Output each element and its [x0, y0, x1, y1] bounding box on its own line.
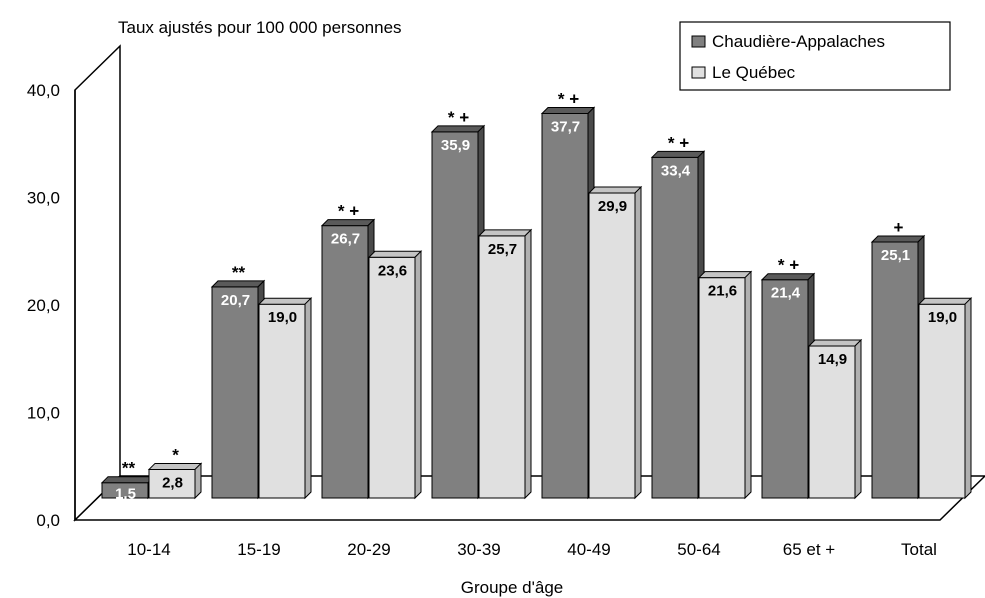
- bar-side: [634, 185, 642, 500]
- significance-mark: +: [894, 218, 904, 237]
- bar-front: [808, 345, 856, 499]
- bar-front: [918, 303, 966, 499]
- significance-mark: *: [172, 445, 179, 464]
- bar-value-label: 21,6: [708, 283, 737, 300]
- bar-value-label: 23,6: [378, 262, 407, 279]
- bar-front: [258, 303, 306, 499]
- x-tick-label: 50-64: [677, 540, 720, 559]
- bar-top: [587, 186, 643, 194]
- bar-20-29-1: 23,6: [367, 250, 423, 500]
- x-tick-label: 15-19: [237, 540, 280, 559]
- x-tick-label: 20-29: [347, 540, 390, 559]
- bar-value-label: 26,7: [331, 231, 360, 248]
- x-axis-ticks: 10-14 15-19 20-29 30-39 40-49 50-64 65 et + Tot…: [127, 540, 937, 559]
- bar-side: [304, 296, 312, 500]
- bar-value-label: 2,8: [162, 474, 183, 491]
- bar-value-label: 29,9: [598, 198, 627, 215]
- bar-front: [211, 286, 259, 499]
- bar-65 et +-1: 14,9: [807, 338, 863, 500]
- y-axis-ticks: 0,0 10,0 20,0 30,0 40,0: [27, 81, 60, 530]
- bar-value-label: 25,7: [488, 241, 517, 258]
- bar-50-64-0: 33,4 * +: [650, 133, 706, 500]
- bar-value-label: 14,9: [818, 351, 847, 368]
- bars: 1,5 ** 2,8 * 20,7 ** 19,0 26,7 * + 23,6 35,9 * + 25,…: [100, 89, 973, 503]
- y-tick-label: 0,0: [36, 511, 60, 530]
- bar-Total-0: 25,1 +: [870, 218, 926, 500]
- significance-mark: * +: [778, 256, 799, 275]
- bar-top: [917, 297, 973, 305]
- y-tick-label: 20,0: [27, 296, 60, 315]
- bar-value-label: 33,4: [661, 162, 691, 179]
- bar-value-label: 21,4: [771, 285, 801, 302]
- bar-40-49-0: 37,7 * +: [540, 89, 596, 500]
- bar-side: [194, 462, 202, 500]
- bar-side: [854, 338, 862, 500]
- bar-30-39-0: 35,9 * +: [430, 108, 486, 500]
- bar-value-label: 37,7: [551, 118, 580, 135]
- bar-40-49-1: 29,9: [587, 185, 643, 500]
- bar-front: [321, 225, 369, 499]
- x-tick-label: 40-49: [567, 540, 610, 559]
- significance-mark: * +: [558, 89, 579, 108]
- legend-box: [679, 21, 951, 91]
- bar-side: [414, 250, 422, 500]
- bar-15-19-1: 19,0: [257, 296, 313, 500]
- significance-mark: * +: [448, 108, 469, 127]
- x-tick-label: Total: [901, 540, 937, 559]
- significance-mark: **: [122, 459, 136, 478]
- legend: Chaudière-Appalaches Le Québec: [679, 21, 951, 91]
- bar-15-19-0: 20,7 **: [210, 263, 266, 500]
- bar-side: [524, 228, 532, 500]
- legend-label-quebec: Le Québec: [712, 63, 796, 82]
- bar-front: [431, 131, 479, 499]
- bar-front: [651, 156, 699, 499]
- bar-front: [761, 279, 809, 499]
- bar-value-label: 35,9: [441, 137, 470, 154]
- legend-swatch-chaudiere: [691, 35, 706, 48]
- bar-10-14-1: 2,8 *: [147, 445, 203, 500]
- y-axis-title: Taux ajustés pour 100 000 personnes: [118, 18, 402, 37]
- y-tick-label: 10,0: [27, 404, 60, 423]
- bar-top: [257, 297, 313, 305]
- bar-side: [744, 270, 752, 500]
- bar-Total-1: 19,0: [917, 296, 973, 500]
- bar-front: [871, 241, 919, 499]
- bar-side: [964, 296, 972, 500]
- x-tick-label: 30-39: [457, 540, 500, 559]
- bar-top: [807, 339, 863, 347]
- legend-swatch-quebec: [691, 66, 706, 79]
- bar-value-label: 19,0: [268, 309, 297, 326]
- y-tick-label: 40,0: [27, 81, 60, 100]
- significance-mark: * +: [338, 202, 359, 221]
- bar-top: [477, 229, 533, 237]
- bar-front: [541, 112, 589, 499]
- x-tick-label: 10-14: [127, 540, 170, 559]
- bar-30-39-1: 25,7: [477, 228, 533, 500]
- bar-top: [367, 250, 423, 258]
- back-wall: [74, 44, 121, 522]
- bar-top: [697, 271, 753, 279]
- significance-mark: * +: [668, 133, 689, 152]
- bar-front: [368, 256, 416, 499]
- legend-label-chaudiere: Chaudière-Appalaches: [712, 32, 885, 51]
- bar-front: [698, 277, 746, 499]
- y-tick-label: 30,0: [27, 189, 60, 208]
- bar-value-label: 20,7: [221, 292, 250, 309]
- bar-value-label: 1,5: [115, 486, 136, 503]
- x-tick-label: 65 et +: [783, 540, 836, 559]
- x-axis-title: Groupe d'âge: [461, 578, 564, 597]
- significance-mark: **: [232, 263, 246, 282]
- bar-front: [588, 192, 636, 499]
- bar-65 et +-0: 21,4 * +: [760, 256, 816, 500]
- bar-value-label: 19,0: [928, 309, 957, 326]
- bar-value-label: 25,1: [881, 247, 910, 264]
- bar-50-64-1: 21,6: [697, 270, 753, 500]
- bar-front: [478, 235, 526, 499]
- bar-20-29-0: 26,7 * +: [320, 202, 376, 500]
